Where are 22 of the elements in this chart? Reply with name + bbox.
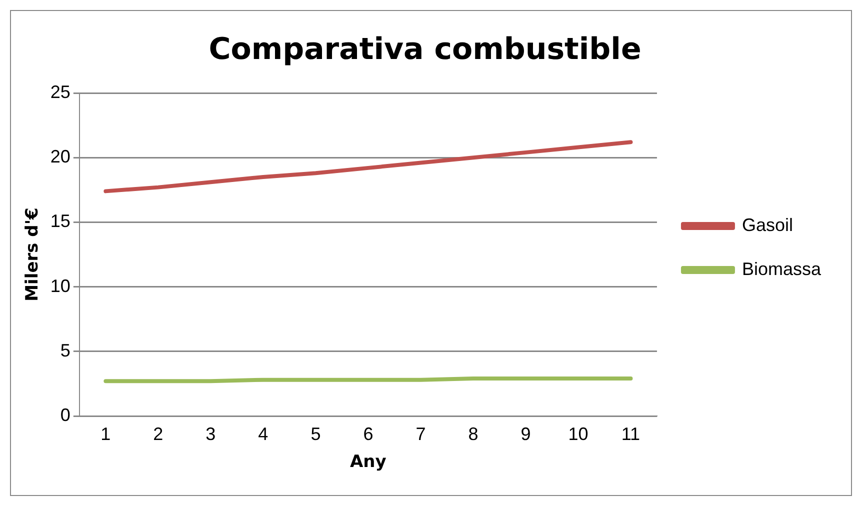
x-tick-label: 1: [100, 424, 111, 444]
x-tick-label: 10: [568, 424, 588, 444]
x-tick-label: 3: [206, 424, 216, 444]
x-tick-label: 11: [621, 424, 640, 444]
y-tick-label: 5: [60, 340, 70, 360]
x-tick-label: 6: [363, 424, 374, 444]
y-axis-title: Milers d'€: [22, 208, 43, 302]
legend-label: Biomassa: [742, 258, 822, 279]
y-tick-label: 15: [50, 211, 70, 232]
x-tick-label: 5: [310, 424, 321, 444]
x-axis-title: Any: [350, 452, 386, 472]
x-tick-label: 2: [153, 424, 164, 444]
chart-title: Comparativa combustible: [208, 32, 642, 67]
x-tick-label: 4: [258, 424, 268, 444]
x-tick-label: 8: [468, 424, 478, 444]
y-tick-label: 0: [60, 404, 70, 425]
x-tick-label: 7: [416, 424, 426, 444]
legend-label: Gasoil: [742, 214, 793, 235]
x-tick-label: 9: [520, 424, 531, 444]
y-tick-label: 20: [50, 146, 70, 167]
y-tick-label: 25: [50, 82, 70, 102]
y-tick-label: 10: [50, 276, 70, 296]
